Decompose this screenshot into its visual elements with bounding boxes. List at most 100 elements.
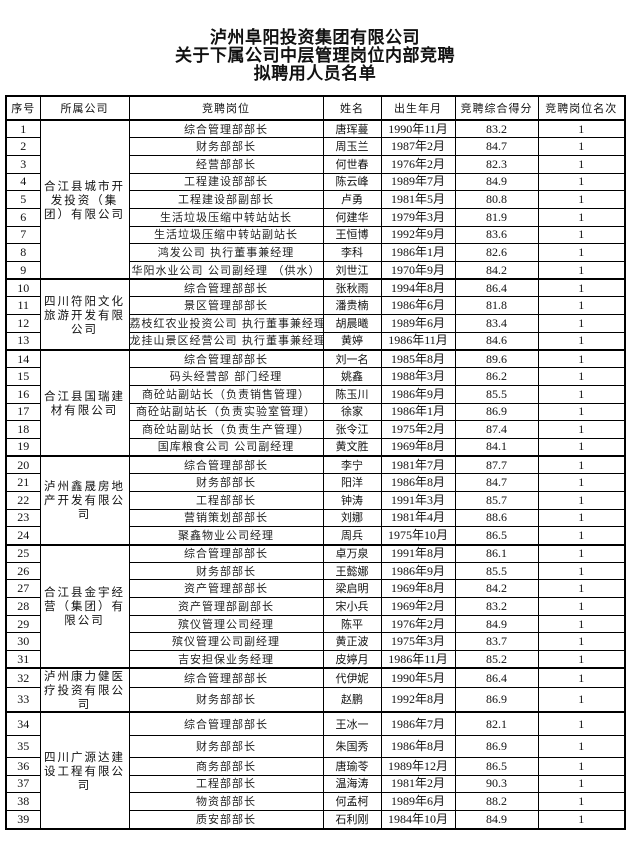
cell-score: 86.9 — [454, 734, 539, 758]
cell-index: 22 — [5, 490, 41, 510]
cell-birth: 1991年3月 — [380, 490, 456, 510]
cell-rank: 1 — [537, 734, 626, 758]
cell-score: 83.2 — [454, 119, 539, 139]
cell-name: 卓万泉 — [322, 543, 382, 563]
cell-name: 姚鑫 — [322, 367, 382, 386]
cell-score: 84.9 — [454, 614, 539, 634]
cell-score: 86.1 — [454, 543, 539, 563]
cell-index: 29 — [5, 614, 41, 634]
table-row: 14 合江县国瑞建材有限公司 综合管理部部长 刘一名 1985年8月 89.6 1 — [5, 348, 626, 457]
cell-rank: 1 — [537, 172, 626, 192]
cell-index: 17 — [5, 402, 41, 422]
cell-name: 王冰一 — [322, 711, 382, 736]
cell-name: 刘一名 — [322, 348, 382, 369]
table-header-row: 序号 所属公司 竞聘岗位 姓名 出生年月 竞聘综合得分 竞聘岗位名次 — [5, 95, 626, 121]
cell-position: 吉安担保业务经理 — [128, 650, 324, 669]
cell-score: 82.6 — [454, 243, 539, 262]
cell-index: 32 — [5, 667, 41, 689]
cell-position: 物资部部长 — [128, 792, 324, 811]
cell-company: 合江县国瑞建材有限公司 — [39, 348, 130, 457]
cell-rank: 1 — [537, 597, 626, 616]
cell-birth: 1986年8月 — [380, 473, 456, 492]
cell-birth: 1986年6月 — [380, 296, 456, 316]
table-row: 1 合江县城市开发投资（集团）有限公司 综合管理部部长 唐珲蔓 1990年11月 83.2… — [5, 119, 626, 280]
cell-score: 81.8 — [454, 296, 539, 316]
cell-score: 85.7 — [454, 490, 539, 510]
cell-rank: 1 — [537, 614, 626, 634]
cell-index: 38 — [5, 792, 41, 811]
cell-index: 19 — [5, 437, 41, 457]
cell-name: 周兵 — [322, 526, 382, 545]
header-birth: 出生年月 — [380, 95, 456, 121]
cell-index: 20 — [5, 455, 41, 475]
table-row: 17 商砼站副站长（负责实验室管理） 徐家 1986年1月 86.9 1 — [5, 402, 626, 422]
cell-position: 华阳水业公司 公司副经理 （供水） — [128, 261, 324, 280]
cell-index: 7 — [5, 225, 41, 245]
cell-rank: 1 — [537, 632, 626, 652]
cell-rank: 1 — [537, 579, 626, 599]
cell-position: 商砼站副站长（负责销售管理） — [128, 384, 324, 404]
cell-index: 4 — [5, 172, 41, 192]
document-subtitle-2: 拟聘用人员名单 — [253, 64, 377, 84]
cell-name: 何建华 — [322, 207, 382, 227]
cell-birth: 1988年3月 — [380, 367, 456, 386]
cell-birth: 1987年2月 — [380, 137, 456, 156]
cell-index: 39 — [5, 809, 41, 830]
cell-position: 生活垃圾压缩中转站站长 — [128, 207, 324, 227]
cell-birth: 1969年8月 — [380, 579, 456, 599]
cell-index: 3 — [5, 154, 41, 174]
cell-score: 86.9 — [454, 687, 539, 713]
cell-rank: 1 — [537, 561, 626, 581]
cell-position: 工程部部长 — [128, 774, 324, 794]
cell-name: 唐珲蔓 — [322, 119, 382, 139]
table-row: 9 华阳水业公司 公司副经理 （供水） 刘世江 1970年9月 84.2 1 — [5, 261, 626, 280]
cell-position: 综合管理部部长 — [128, 667, 324, 689]
cell-index: 37 — [5, 774, 41, 794]
cell-position: 码头经营部 部门经理 — [128, 367, 324, 386]
cell-name: 朱国秀 — [322, 734, 382, 758]
cell-position: 财务部部长 — [128, 734, 324, 758]
cell-index: 25 — [5, 543, 41, 563]
cell-rank: 1 — [537, 314, 626, 333]
cell-index: 26 — [5, 561, 41, 581]
table-row: 7 生活垃圾压缩中转站副站长 王恒博 1992年9月 83.6 1 — [5, 225, 626, 245]
cell-rank: 1 — [537, 119, 626, 139]
cell-birth: 1989年12月 — [380, 756, 456, 776]
cell-position: 财务部部长 — [128, 473, 324, 492]
cell-birth: 1975年3月 — [380, 632, 456, 652]
cell-index: 15 — [5, 367, 41, 386]
cell-rank: 1 — [537, 137, 626, 156]
cell-company: 合江县金宇经营（集团）有限公司 — [39, 543, 130, 669]
cell-rank: 1 — [537, 473, 626, 492]
cell-position: 工程部部长 — [128, 490, 324, 510]
cell-index: 27 — [5, 579, 41, 599]
cell-birth: 1989年6月 — [380, 792, 456, 811]
cell-position: 国库粮食公司 公司副经理 — [128, 437, 324, 457]
cell-name: 王懿娜 — [322, 561, 382, 581]
cell-birth: 1979年3月 — [380, 207, 456, 227]
cell-score: 82.3 — [454, 154, 539, 174]
cell-birth: 1986年11月 — [380, 331, 456, 351]
cell-position: 工程建设部副部长 — [128, 190, 324, 209]
cell-birth: 1989年6月 — [380, 314, 456, 333]
cell-position: 综合管理部部长 — [128, 348, 324, 369]
cell-score: 80.8 — [454, 190, 539, 209]
table-row: 21 财务部部长 阳洋 1986年8月 84.7 1 — [5, 473, 626, 492]
cell-birth: 1992年8月 — [380, 687, 456, 713]
cell-score: 81.9 — [454, 207, 539, 227]
cell-score: 88.6 — [454, 508, 539, 528]
cell-rank: 1 — [537, 154, 626, 174]
cell-birth: 1976年2月 — [380, 614, 456, 634]
cell-birth: 1986年1月 — [380, 243, 456, 262]
table-row: 5 工程建设部副部长 卢勇 1981年5月 80.8 1 — [5, 190, 626, 209]
cell-rank: 1 — [537, 367, 626, 386]
cell-index: 16 — [5, 384, 41, 404]
cell-rank: 1 — [537, 207, 626, 227]
cell-birth: 1976年2月 — [380, 154, 456, 174]
cell-index: 21 — [5, 473, 41, 492]
table-row: 27 资产管理部部长 梁启明 1969年8月 84.2 1 — [5, 579, 626, 599]
header-score: 竞聘综合得分 — [454, 95, 539, 121]
cell-name: 代伊妮 — [322, 667, 382, 689]
cell-birth: 1981年2月 — [380, 774, 456, 794]
cell-name: 卢勇 — [322, 190, 382, 209]
